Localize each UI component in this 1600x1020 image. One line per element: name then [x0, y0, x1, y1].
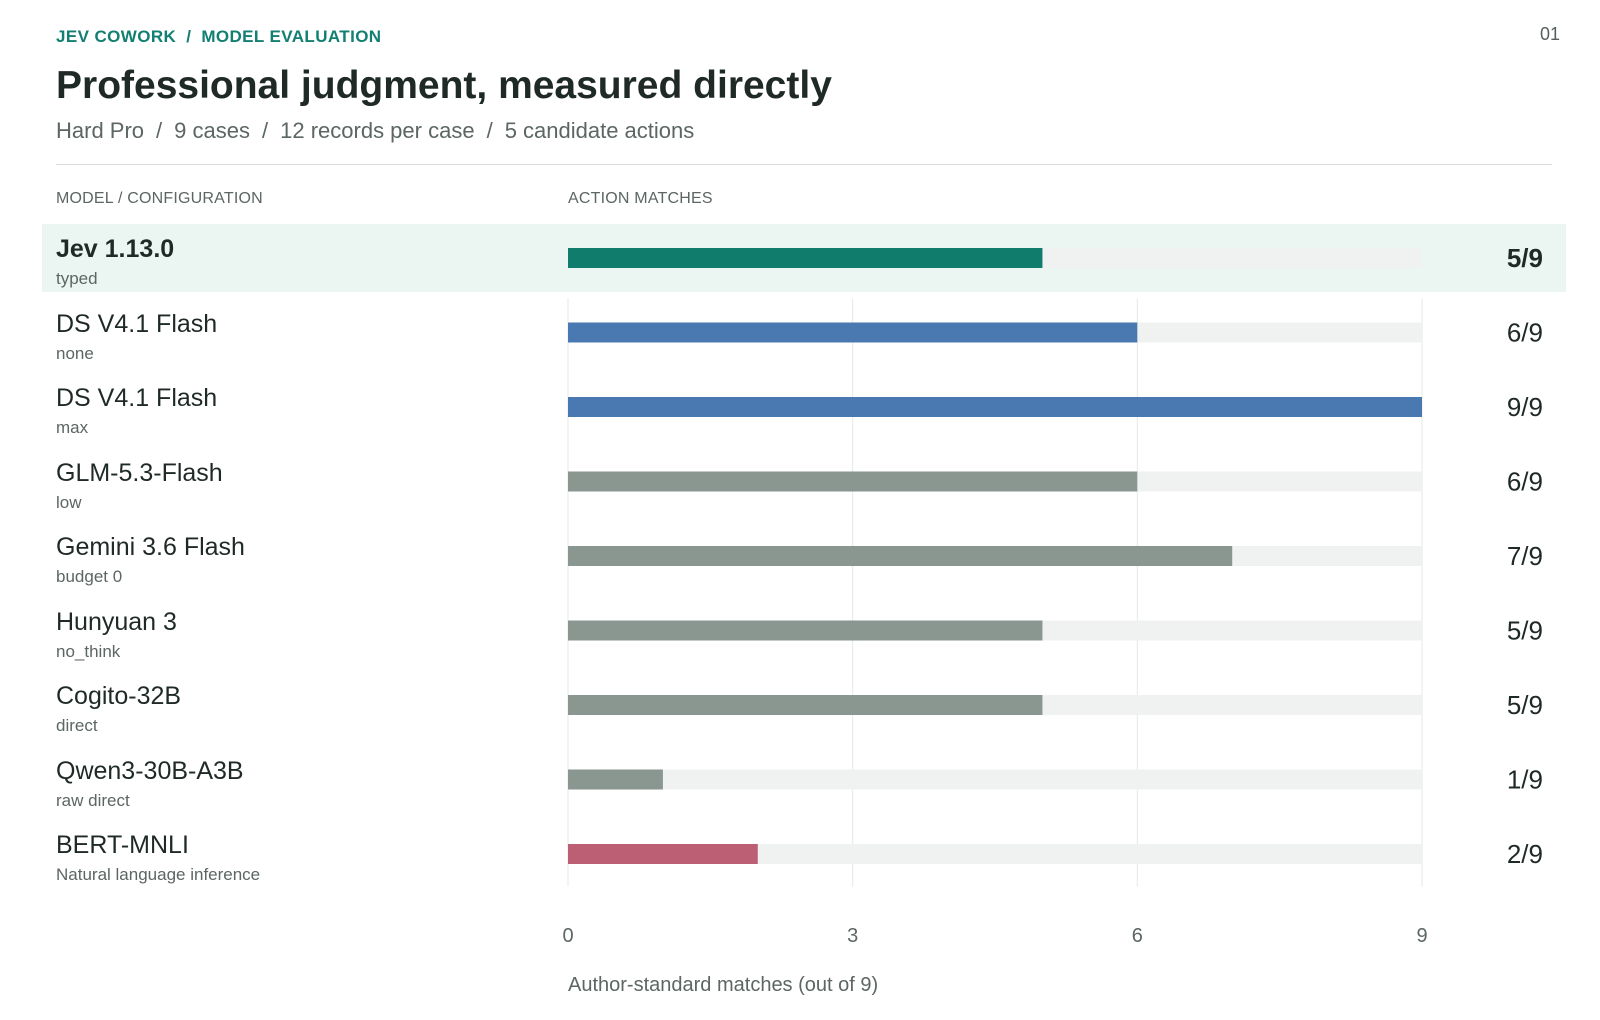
value-label: 6/9 — [1507, 467, 1543, 497]
row-label: BERT-MNLI Natural language inference — [56, 830, 556, 885]
model-config: none — [56, 343, 94, 363]
row-label: Gemini 3.6 Flash budget 0 — [56, 532, 556, 587]
model-name: Hunyuan 3 — [56, 607, 177, 636]
x-axis-title: Author-standard matches (out of 9) — [568, 974, 879, 996]
row-label: Cogito-32B direct — [56, 681, 556, 736]
row-label: Hunyuan 3 no_think — [56, 607, 556, 662]
model-config: direct — [56, 716, 98, 735]
model-name: Qwen3-30B-A3B — [56, 756, 244, 785]
bar — [568, 322, 1138, 343]
subtitle-records: 12 records per case — [280, 118, 475, 143]
bar — [568, 769, 663, 790]
bar-track — [568, 844, 1422, 864]
page-title: Professional judgment, measured directly — [56, 64, 832, 107]
subtitle-dataset: Hard Pro — [56, 118, 145, 143]
bar — [568, 695, 1043, 715]
value-label: 5/9 — [1507, 243, 1543, 273]
model-config: Natural language inference — [56, 865, 261, 884]
bar-track — [568, 769, 1422, 790]
breadcrumb: JEV COWORK / MODEL EVALUATION — [56, 27, 382, 47]
bar — [568, 546, 1233, 566]
value-label: 7/9 — [1507, 541, 1543, 571]
value-label: 6/9 — [1507, 318, 1543, 348]
bar — [568, 620, 1043, 641]
page-subtitle: Hard Pro/9 cases/12 records per case/5 c… — [56, 118, 695, 143]
model-name: DS V4.1 Flash — [56, 384, 218, 412]
model-name: Jev 1.13.0 — [56, 235, 175, 263]
model-name: Cogito-32B — [56, 682, 182, 710]
bar — [568, 248, 1043, 268]
value-label: 9/9 — [1507, 392, 1543, 422]
model-config: budget 0 — [56, 567, 123, 586]
row-label: DS V4.1 Flash max — [56, 383, 556, 438]
subtitle-cases: 9 cases — [174, 118, 250, 143]
column-header-model: MODEL / CONFIGURATION — [56, 190, 263, 207]
x-tick-label: 9 — [1416, 925, 1427, 947]
row-label: GLM-5.3-Flash low — [56, 458, 556, 513]
x-tick-label: 6 — [1132, 925, 1143, 947]
row-label: Jev 1.13.0 typed — [56, 234, 556, 289]
model-name: GLM-5.3-Flash — [56, 458, 223, 487]
model-name: Gemini 3.6 Flash — [56, 533, 245, 561]
breadcrumb-item-jev-cowork[interactable]: JEV COWORK — [56, 27, 177, 46]
model-config: raw direct — [56, 790, 130, 810]
model-config: no_think — [56, 641, 121, 661]
value-label: 5/9 — [1507, 616, 1543, 646]
header-divider — [56, 164, 1552, 165]
model-config: typed — [56, 269, 98, 288]
row-label: Qwen3-30B-A3B raw direct — [56, 756, 556, 811]
value-label: 1/9 — [1507, 765, 1543, 795]
x-tick-label: 0 — [562, 925, 573, 947]
x-tick-label: 3 — [847, 925, 858, 947]
breadcrumb-item-model-evaluation[interactable]: MODEL EVALUATION — [201, 27, 382, 46]
value-label: 2/9 — [1507, 839, 1543, 869]
row-label: DS V4.1 Flash none — [56, 309, 556, 364]
subtitle-actions: 5 candidate actions — [504, 118, 695, 143]
model-name: DS V4.1 Flash — [56, 309, 218, 338]
breadcrumb-separator: / — [186, 27, 192, 46]
model-config: max — [56, 418, 89, 437]
value-label: 5/9 — [1507, 690, 1543, 720]
bar — [568, 844, 758, 864]
column-header-matches: ACTION MATCHES — [568, 190, 713, 207]
page-number: 01 — [1539, 24, 1560, 44]
bar — [568, 397, 1422, 417]
bar — [568, 471, 1138, 492]
model-name: BERT-MNLI — [56, 831, 189, 859]
model-config: low — [56, 492, 82, 512]
